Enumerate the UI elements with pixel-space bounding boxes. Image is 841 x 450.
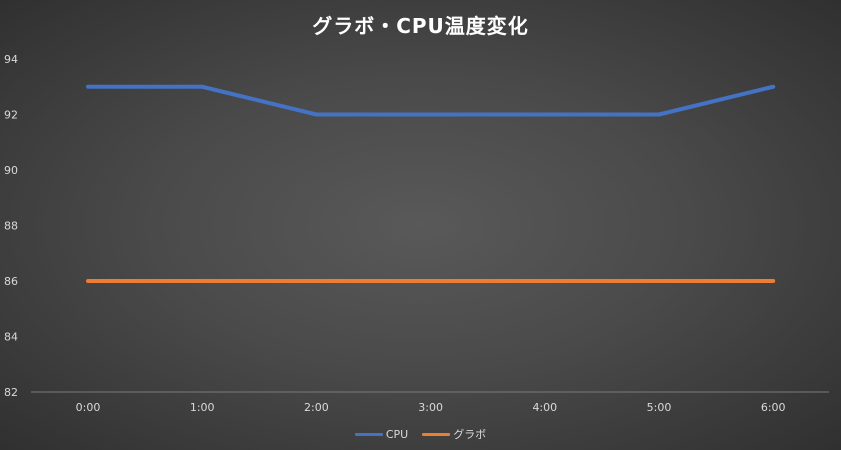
y-tick-label: 88 bbox=[4, 220, 18, 233]
y-tick-label: 82 bbox=[4, 386, 18, 399]
y-tick-label: 94 bbox=[4, 53, 18, 66]
legend: CPU グラボ bbox=[0, 426, 841, 442]
legend-item: グラボ bbox=[422, 426, 486, 442]
y-tick-label: 92 bbox=[4, 109, 18, 122]
series-line-0 bbox=[86, 84, 776, 117]
x-tick-label: 3:00 bbox=[418, 401, 443, 414]
chart-title: グラボ・CPU温度変化 bbox=[312, 14, 529, 38]
x-tick-label: 5:00 bbox=[647, 401, 672, 414]
y-tick-label: 90 bbox=[4, 164, 18, 177]
series-group bbox=[86, 84, 776, 283]
x-tick-label: 6:00 bbox=[761, 401, 786, 414]
legend-label: グラボ bbox=[453, 428, 487, 441]
x-axis: 0:00 1:00 2:00 3:00 4:00 5:00 6:00 bbox=[76, 401, 786, 414]
x-tick-label: 1:00 bbox=[190, 401, 215, 414]
legend-swatch bbox=[354, 432, 383, 436]
y-axis: 82 84 86 88 90 92 94 bbox=[4, 53, 18, 399]
y-tick-label: 86 bbox=[4, 275, 18, 288]
legend-label: CPU bbox=[385, 427, 409, 441]
x-tick-label: 4:00 bbox=[532, 401, 557, 414]
legend-item: CPU bbox=[354, 426, 409, 442]
legend-swatch bbox=[422, 432, 451, 436]
y-tick-label: 84 bbox=[4, 331, 18, 344]
x-tick-label: 2:00 bbox=[304, 401, 329, 414]
x-tick-label: 0:00 bbox=[76, 401, 101, 414]
